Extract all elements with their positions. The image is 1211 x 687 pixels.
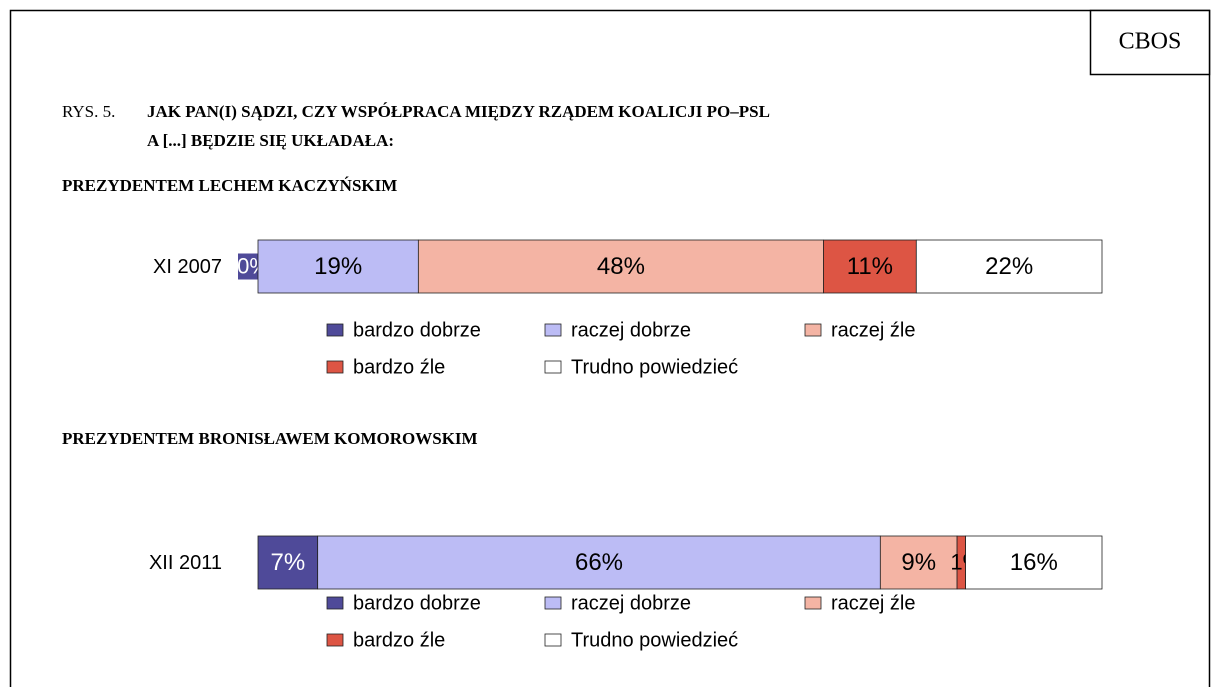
category-label: XII 2011 (149, 552, 222, 574)
value-label: 7% (270, 549, 305, 576)
bar-segment (257, 535, 319, 590)
bar-segment (965, 535, 1103, 590)
title: JAK PAN(I) SĄDZI, CZY WSPÓŁPRACA MIĘDZY … (147, 102, 770, 121)
value-label: 66% (575, 549, 623, 576)
legend-swatch (544, 596, 562, 610)
value-label: 22% (985, 253, 1033, 280)
legend-label: Trudno powiedzieć (571, 629, 738, 651)
value-label: 16% (1010, 549, 1058, 576)
legend-label: raczej źle (831, 592, 915, 614)
chart-subtitle: PREZYDENTEM BRONISŁAWEM KOMOROWSKIM (62, 429, 478, 448)
legend-swatch (804, 596, 822, 610)
value-label: 48% (597, 253, 645, 280)
value-label: 11% (847, 253, 893, 280)
legend-label: bardzo dobrze (353, 592, 481, 614)
legend-label: bardzo źle (353, 629, 445, 651)
bar-segment (823, 239, 917, 294)
legend-swatch (544, 323, 562, 337)
legend-swatch (326, 596, 344, 610)
frame (9, 9, 1211, 687)
legend-label: raczej dobrze (571, 592, 691, 614)
legend-label: bardzo źle (353, 356, 445, 378)
bar-segment (257, 239, 419, 294)
value-label: 9% (901, 549, 936, 576)
legend-swatch (544, 633, 562, 647)
legend-swatch (326, 360, 344, 374)
legend-swatch (326, 633, 344, 647)
legend-label: bardzo dobrze (353, 319, 481, 341)
legend-label: raczej źle (831, 319, 915, 341)
source-box (1089, 9, 1211, 76)
figure-label: RYS. 5. (62, 102, 115, 121)
title: A [...] BĘDZIE SIĘ UKŁADAŁA: (147, 131, 394, 150)
legend-swatch (544, 360, 562, 374)
chart-subtitle: PREZYDENTEM LECHEM KACZYŃSKIM (62, 176, 397, 195)
legend-label: raczej dobrze (571, 319, 691, 341)
bar-segment (417, 239, 824, 294)
legend-swatch (804, 323, 822, 337)
category-label: XI 2007 (153, 256, 222, 278)
source: CBOS (1119, 29, 1182, 55)
bar-segment (915, 239, 1103, 294)
legend-label: Trudno powiedzieć (571, 356, 738, 378)
legend-swatch (326, 323, 344, 337)
value-label: 19% (314, 253, 362, 280)
bar-segment (317, 535, 881, 590)
